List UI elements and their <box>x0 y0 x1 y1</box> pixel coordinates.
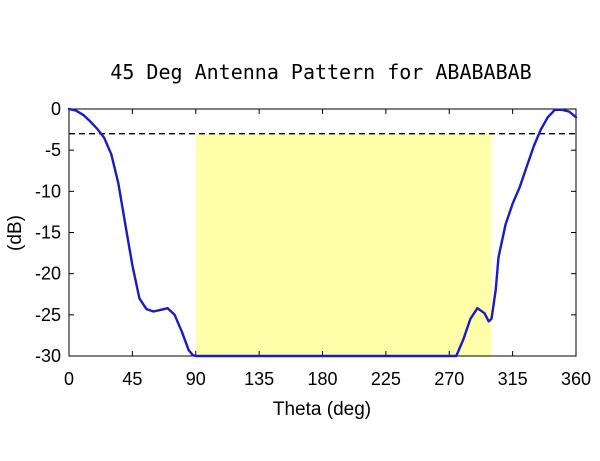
x-tick-label: 180 <box>307 369 337 389</box>
chart-title: 45 Deg Antenna Pattern for ABABABAB <box>110 60 531 84</box>
x-tick-label: 45 <box>122 369 142 389</box>
y-tick-label: -30 <box>35 346 61 366</box>
y-tick-label: -25 <box>35 305 61 325</box>
y-tick-label: -10 <box>35 181 61 201</box>
x-tick-label: 90 <box>186 369 206 389</box>
plot-area: 0 45 90 135 180 225 270 315 360 0 -5 -10 -15 -20 -25 -3… <box>35 99 591 389</box>
y-tick-label: -20 <box>35 264 61 284</box>
x-tick-label: 135 <box>244 369 274 389</box>
x-tick-label: 360 <box>561 369 591 389</box>
x-tick-label: 315 <box>498 369 528 389</box>
pattern-line <box>67 107 578 358</box>
y-tick-label: -15 <box>35 223 61 243</box>
x-tick-label: 225 <box>371 369 401 389</box>
x-tick-label: 0 <box>64 369 74 389</box>
y-tick-label: -5 <box>45 140 61 160</box>
x-tick-label: 270 <box>434 369 464 389</box>
x-axis-label: Theta (deg) <box>273 399 371 420</box>
y-tick-label: 0 <box>51 99 61 119</box>
highlight-band <box>195 133 492 356</box>
y-axis-label: (dB) <box>5 215 26 251</box>
